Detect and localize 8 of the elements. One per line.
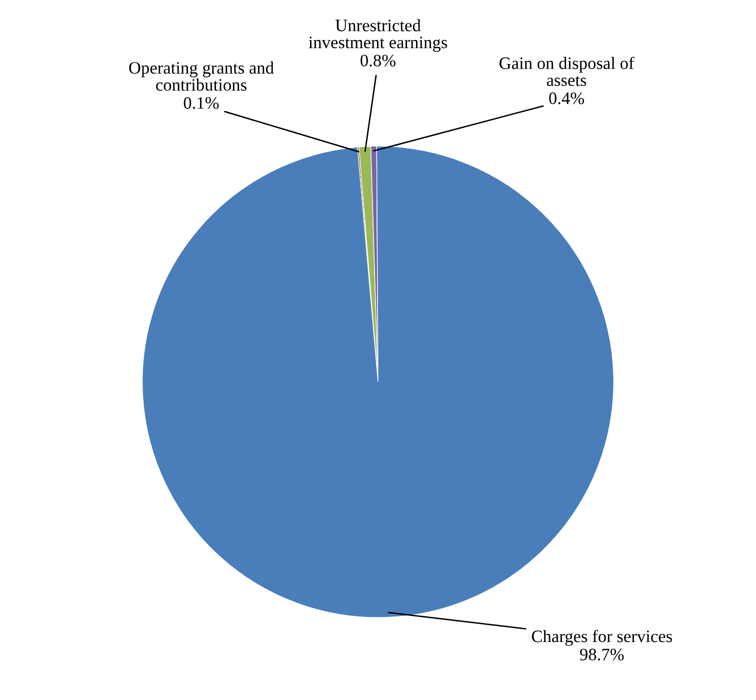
data-label: 0.8% (360, 54, 396, 67)
slice-label: Operating grants and contributions (129, 62, 274, 91)
data-label: 0.4% (549, 92, 584, 104)
slice-label: Charges for services (532, 630, 672, 646)
slice-label: Gain on disposal of assets (500, 56, 634, 86)
slice-label: Unrestricted investment earnings (308, 19, 448, 52)
data-label: 0.1% (184, 97, 219, 109)
data-label: 98.7% (580, 648, 624, 660)
